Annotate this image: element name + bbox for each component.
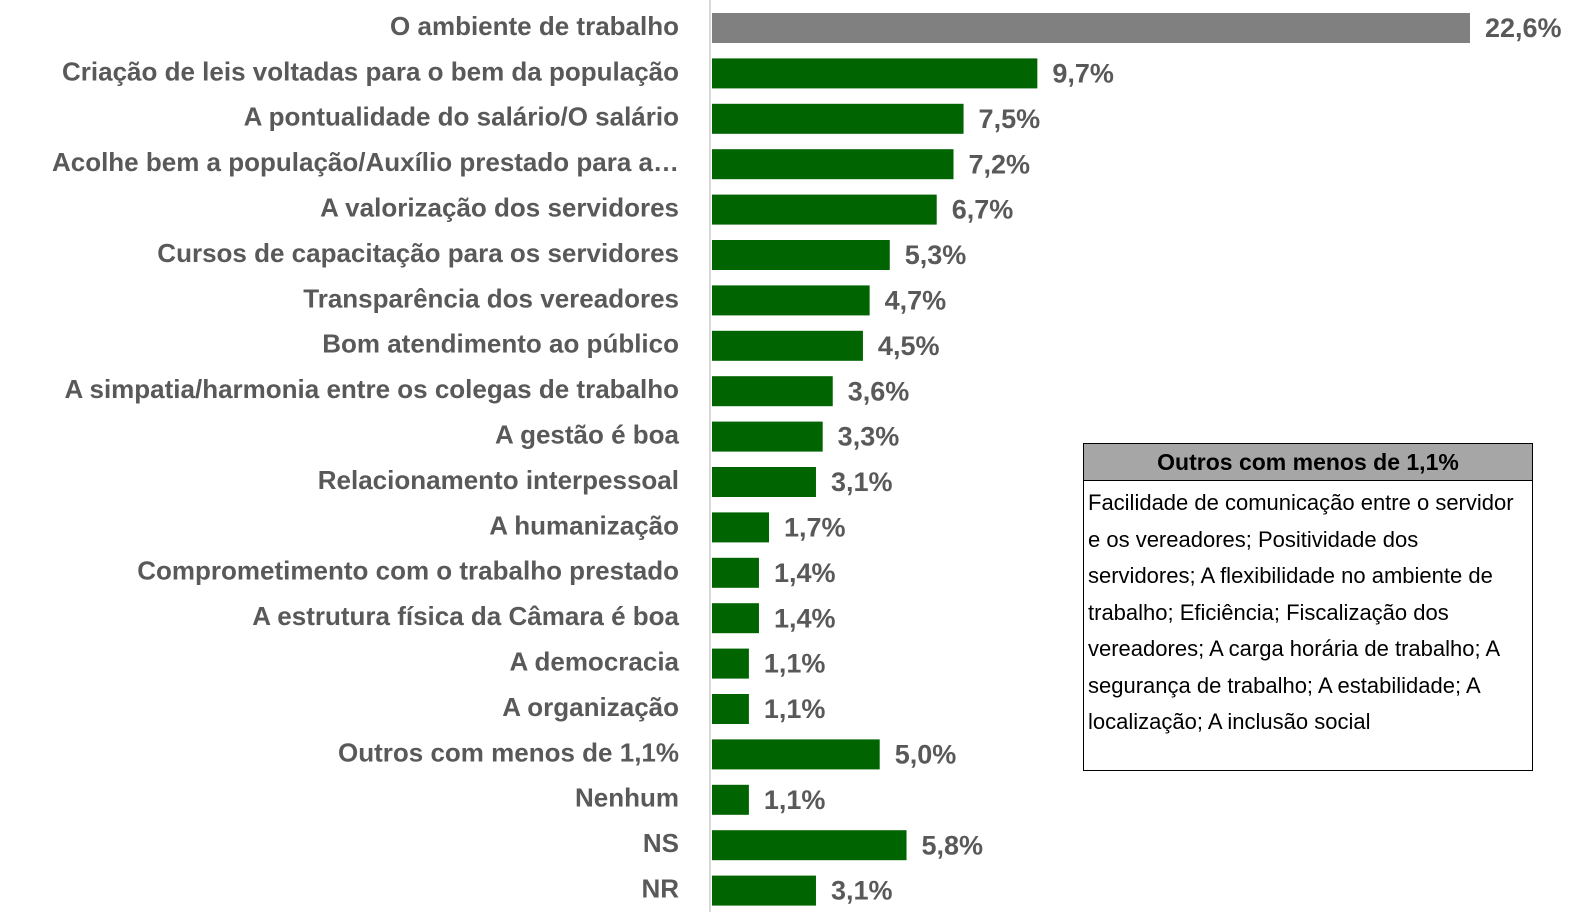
bar [712,194,937,225]
value-label: 9,7% [1052,59,1114,89]
category-label: A humanização [489,510,679,540]
value-label: 6,7% [952,195,1014,225]
category-label: A pontualidade do salário/O salário [244,102,679,132]
category-label: A organização [502,692,679,722]
bar [712,13,1470,43]
category-label: NR [641,873,679,903]
category-label: Transparência dos vereadores [303,283,679,313]
box-title: Outros com menos de 1,1% [1084,444,1532,481]
bar [712,58,1038,89]
bar [712,285,870,316]
bar [712,784,749,815]
value-label: 5,0% [895,740,957,770]
bar [712,739,880,770]
bar [712,603,759,634]
bar [712,240,890,270]
value-label: 1,4% [774,603,836,633]
legend-box: Outros com menos de 1,1% Facilidade de c… [1083,443,1533,771]
category-label: Bom atendimento ao público [322,329,679,359]
value-label: 3,3% [838,422,900,452]
bar [712,557,759,588]
value-label: 1,1% [764,785,826,815]
bar [712,648,749,679]
value-label: 5,3% [905,240,967,270]
value-label: 5,8% [922,830,984,860]
category-label: A estrutura física da Câmara é boa [252,601,679,631]
value-label: 1,4% [774,558,836,588]
category-label: Cursos de capacitação para os servidores [157,238,679,268]
bar [712,694,749,724]
value-label: 7,5% [979,104,1041,134]
value-label: 1,1% [764,694,826,724]
bar [712,421,823,452]
bar [712,512,770,543]
category-label: A simpatia/harmonia entre os colegas de … [64,374,679,404]
value-label: 4,7% [885,286,947,316]
bar [712,330,863,361]
value-label: 7,2% [968,149,1030,179]
box-text: Facilidade de comunicação entre o servid… [1088,490,1514,734]
category-label: Relacionamento interpessoal [318,465,679,495]
bar [712,467,816,497]
bar [712,875,816,906]
bar [712,103,964,134]
category-label: Criação de leis voltadas para o bem da p… [62,56,679,86]
bar [712,830,907,861]
category-label: Comprometimento com o trabalho prestado [137,556,679,586]
value-label: 1,1% [764,649,826,679]
bar [712,149,954,180]
category-label: A valorização dos servidores [320,192,679,222]
value-label: 22,6% [1485,13,1562,43]
value-label: 3,1% [831,876,893,906]
category-label: O ambiente de trabalho [390,11,679,41]
category-label: A democracia [509,646,679,676]
category-label: Nenhum [575,783,679,813]
value-label: 4,5% [878,331,940,361]
category-label: Acolhe bem a população/Auxílio prestado … [52,147,679,177]
category-label: A gestão é boa [495,419,680,449]
value-label: 3,6% [848,376,910,406]
value-label: 3,1% [831,467,893,497]
category-label: Outros com menos de 1,1% [338,737,679,767]
bar [712,376,833,407]
category-label: NS [643,828,679,858]
value-label: 1,7% [784,513,846,543]
